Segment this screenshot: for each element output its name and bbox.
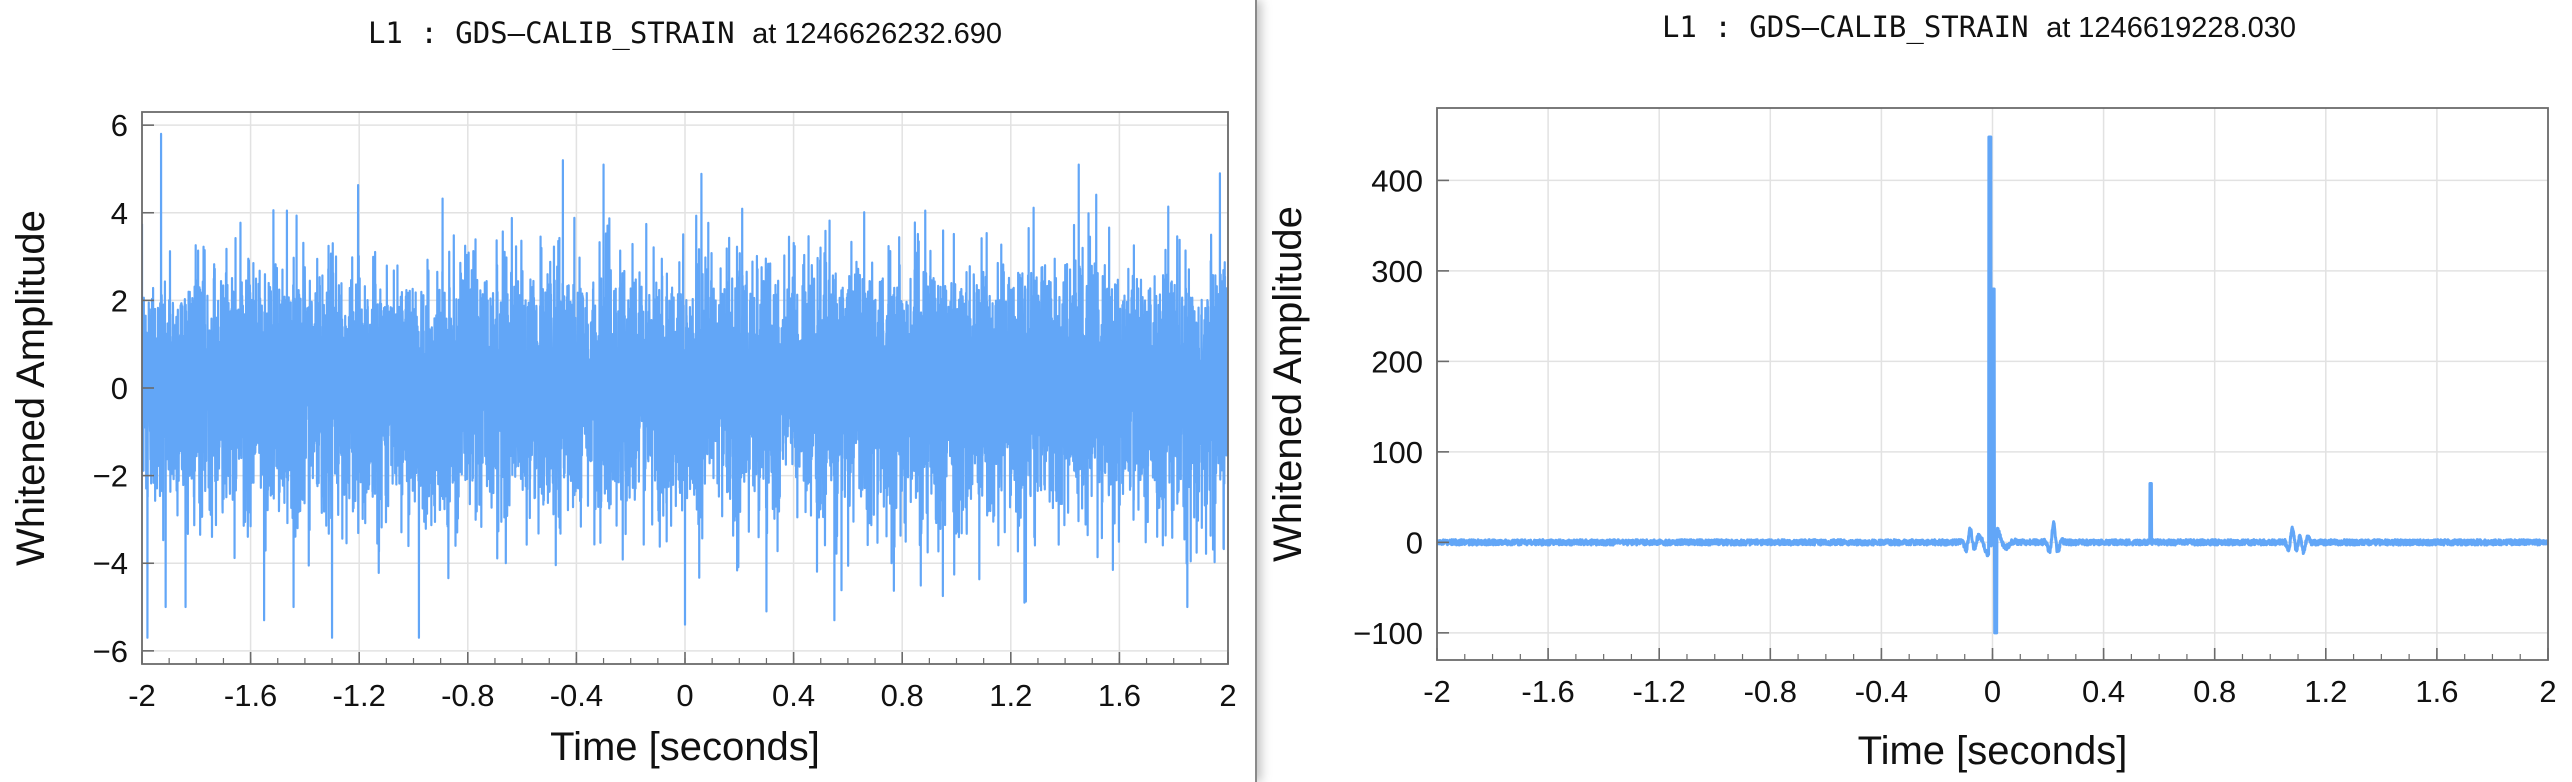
series-line xyxy=(1437,135,2548,635)
y-tick-label: 0 xyxy=(1406,525,1423,560)
y-axis-label: Whitened Amplitude xyxy=(1266,206,1310,562)
chart-title-channel: L1 : GDS–CALIB_STRAIN xyxy=(368,16,752,51)
y-tick-label: 300 xyxy=(1371,254,1423,289)
chart-title-time: at 1246619228.030 xyxy=(2046,12,2296,44)
series-line xyxy=(142,132,1228,639)
y-tick-label: 2 xyxy=(111,283,128,318)
x-tick-label: -1.2 xyxy=(332,678,385,713)
y-tick-label: −4 xyxy=(93,546,128,581)
x-tick-label: 2 xyxy=(2539,674,2556,709)
x-tick-label: -1.6 xyxy=(224,678,277,713)
x-tick-label: 0.8 xyxy=(2193,674,2236,709)
x-tick-label: -2 xyxy=(1423,674,1451,709)
x-tick-label: -1.2 xyxy=(1632,674,1685,709)
chart-title: L1 : GDS–CALIB_STRAIN at 1246626232.690 xyxy=(368,16,1002,51)
chart-title-channel: L1 : GDS–CALIB_STRAIN xyxy=(1662,10,2046,45)
x-tick-label: 1.6 xyxy=(2415,674,2458,709)
x-axis-label: Time [seconds] xyxy=(550,725,820,769)
chart-title: L1 : GDS–CALIB_STRAIN at 1246619228.030 xyxy=(1662,10,2296,45)
x-tick-label: 0.4 xyxy=(2082,674,2125,709)
x-tick-label: -1.6 xyxy=(1521,674,1574,709)
x-tick-label: 1.6 xyxy=(1098,678,1141,713)
right-plot-panel: L1 : GDS–CALIB_STRAIN at 1246619228.030 -… xyxy=(1259,0,2572,782)
x-tick-label: 0.8 xyxy=(881,678,924,713)
x-tick-label: 1.2 xyxy=(989,678,1032,713)
x-tick-label: -2 xyxy=(128,678,156,713)
x-tick-label: 0 xyxy=(1984,674,2001,709)
whitened-strain-chart-right: L1 : GDS–CALIB_STRAIN at 1246619228.030 -… xyxy=(1266,10,2557,773)
y-tick-label: −6 xyxy=(93,634,128,669)
whitened-strain-chart-left: L1 : GDS–CALIB_STRAIN at 1246626232.690 -… xyxy=(9,16,1237,769)
y-tick-label: 4 xyxy=(111,196,128,231)
major-ticks xyxy=(1436,179,2549,660)
chart-title-time: at 1246626232.690 xyxy=(752,18,1002,50)
x-tick-label: -0.8 xyxy=(441,678,494,713)
x-tick-label: 0 xyxy=(676,678,693,713)
major-ticks xyxy=(141,124,1229,664)
x-tick-label: -0.8 xyxy=(1744,674,1797,709)
y-tick-label: 200 xyxy=(1371,344,1423,379)
y-tick-label: −2 xyxy=(93,459,128,494)
left-plot-panel: L1 : GDS–CALIB_STRAIN at 1246626232.690 -… xyxy=(0,0,1257,782)
x-tick-label: 0.4 xyxy=(772,678,815,713)
y-tick-label: 6 xyxy=(111,108,128,143)
y-tick-label: 400 xyxy=(1371,163,1423,198)
y-axis-label: Whitened Amplitude xyxy=(9,210,53,566)
x-tick-label: 2 xyxy=(1219,678,1236,713)
y-tick-label: −100 xyxy=(1353,616,1423,651)
x-axis-label: Time [seconds] xyxy=(1858,729,2128,773)
x-tick-label: 1.2 xyxy=(2304,674,2347,709)
x-tick-label: -0.4 xyxy=(550,678,603,713)
y-tick-label: 0 xyxy=(111,371,128,406)
y-tick-label: 100 xyxy=(1371,435,1423,470)
x-tick-label: -0.4 xyxy=(1855,674,1908,709)
